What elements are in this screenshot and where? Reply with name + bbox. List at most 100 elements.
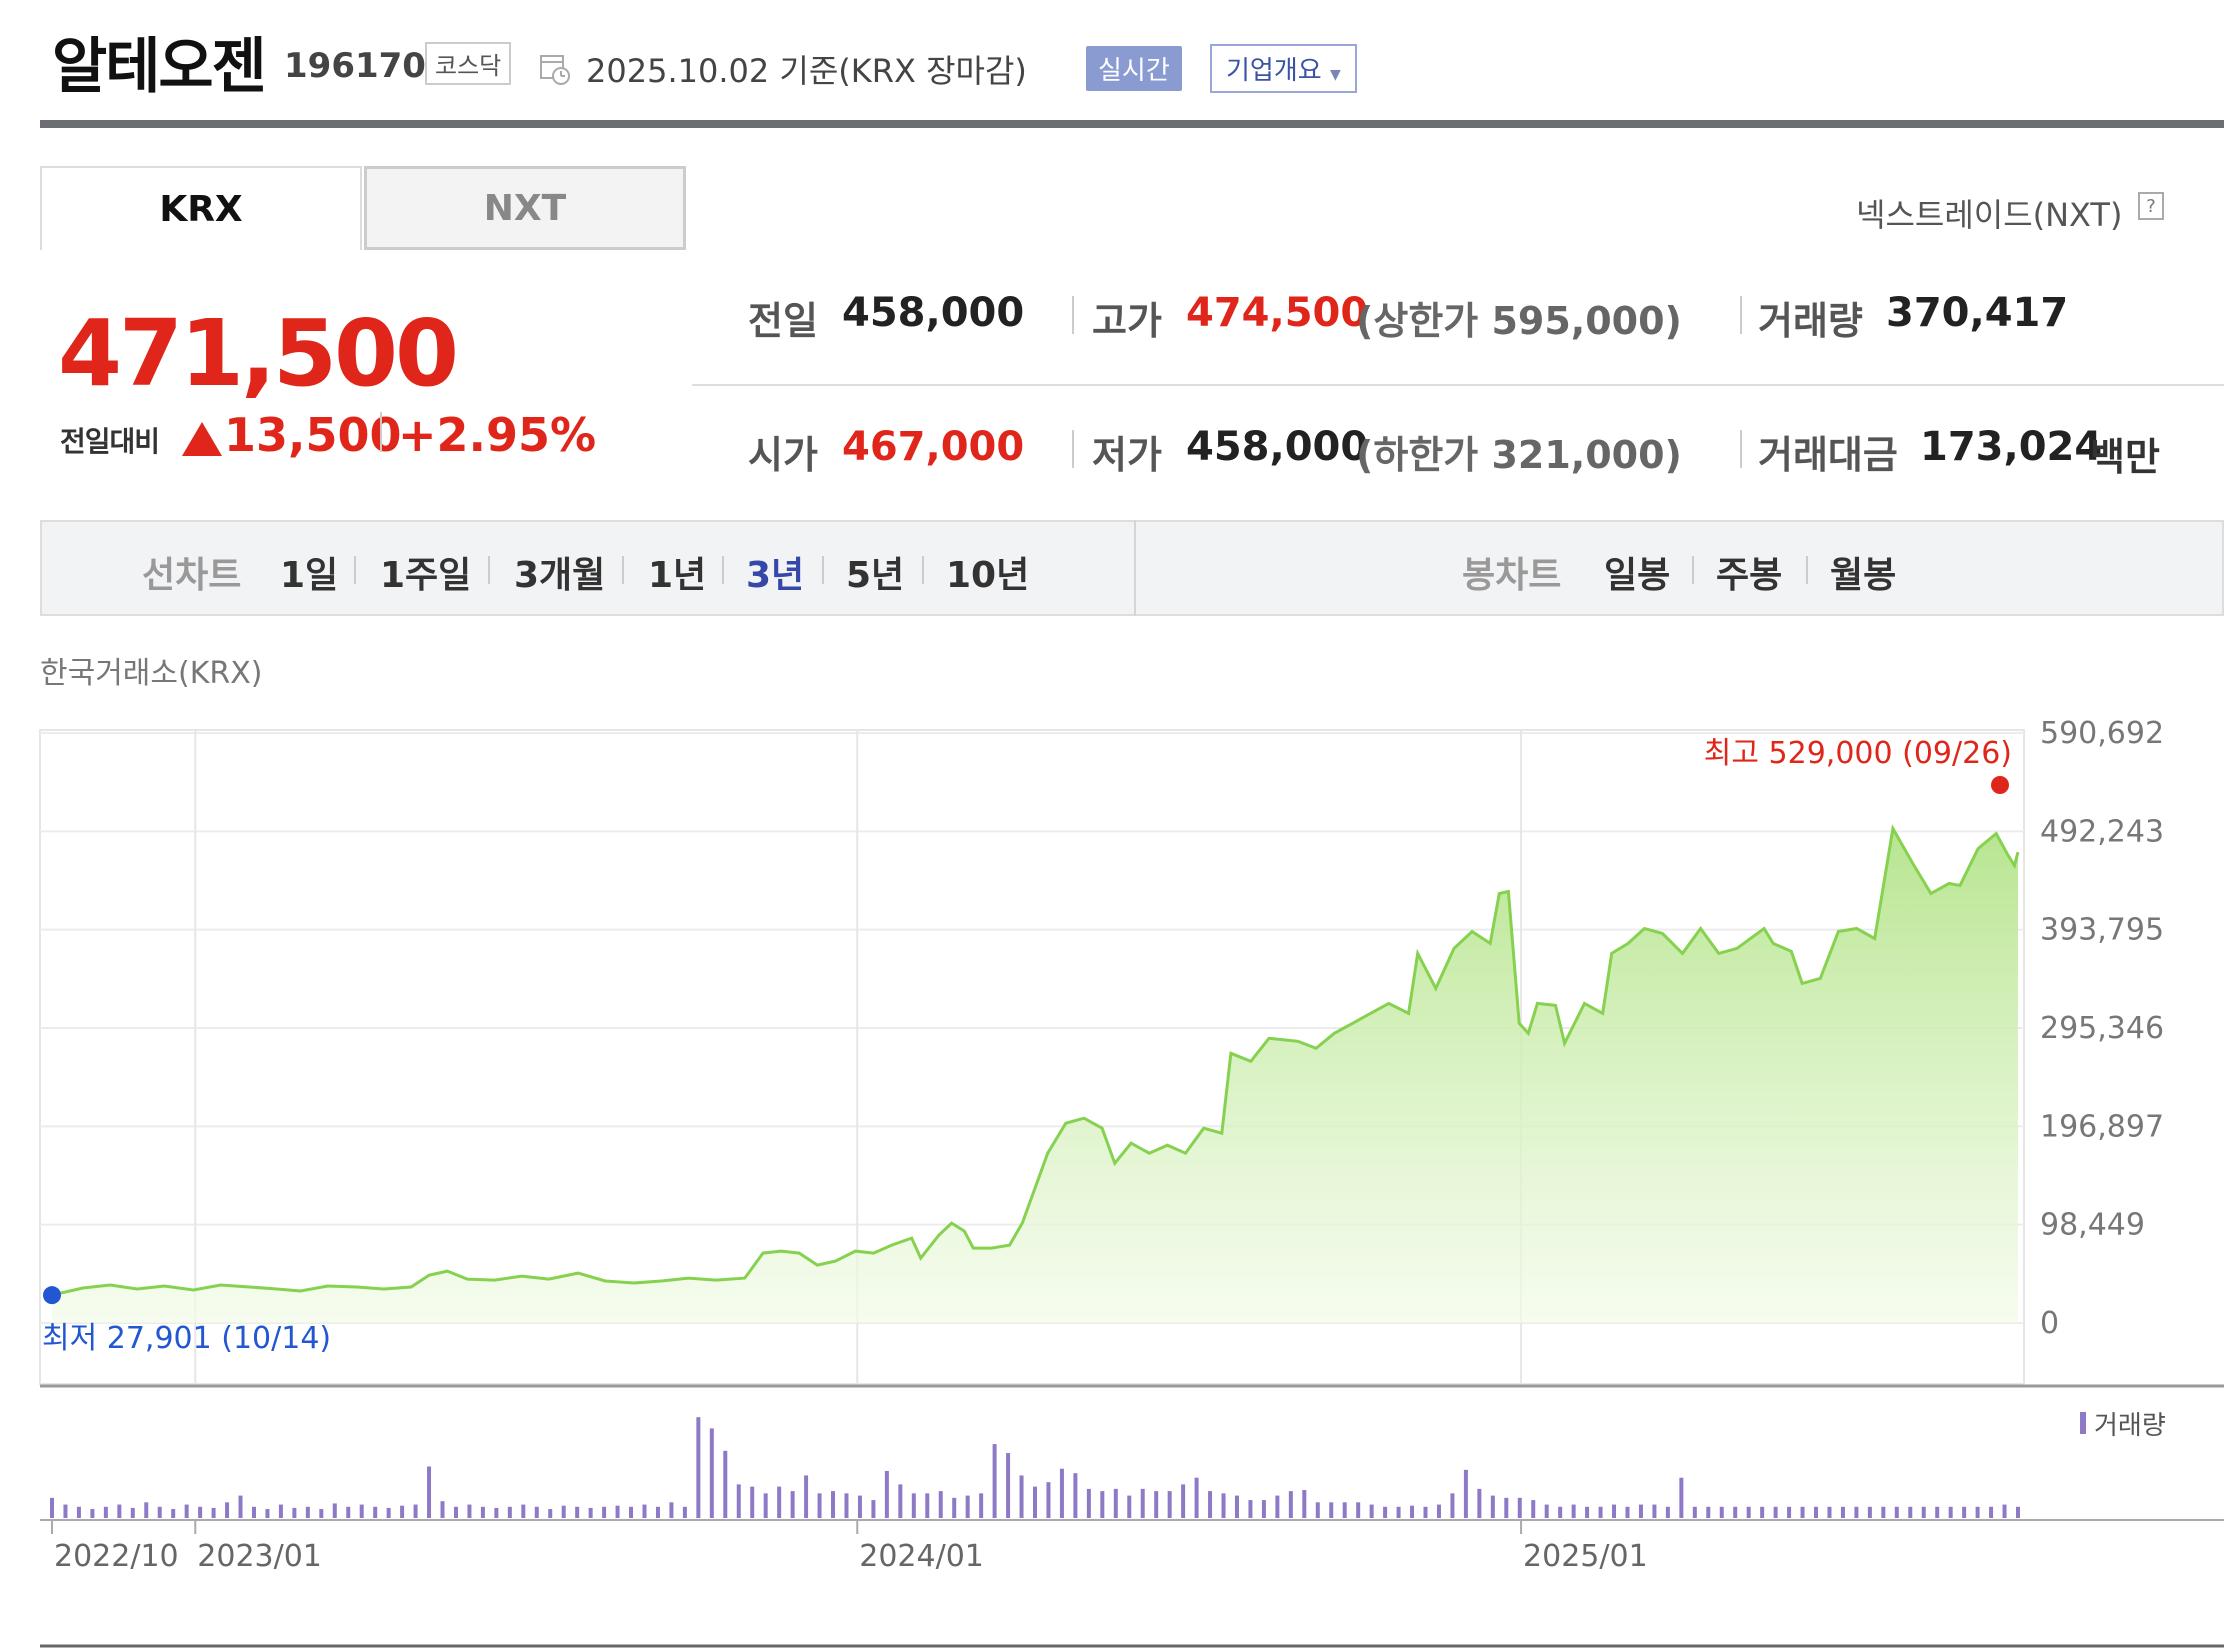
volume-bar [373,1506,378,1518]
volume-bar [1167,1491,1172,1518]
low-value: 458,000 [1186,424,1369,470]
volume-bar [1612,1504,1617,1518]
period-separator [1806,556,1808,584]
candle-daily[interactable]: 일봉 [1604,555,1671,596]
volume-value: 370,417 [1886,290,2069,336]
company-overview-dropdown[interactable]: 기업개요 ▼ [1210,44,1357,93]
volume-bar [1275,1495,1280,1518]
volume-bar [709,1428,714,1518]
volume-bar [251,1506,256,1518]
volume-bar [1315,1502,1320,1518]
period-3m[interactable]: 3개월 [514,555,606,596]
volume-bar [1033,1486,1037,1518]
up-arrow-icon [182,422,222,456]
candle-weekly[interactable]: 주봉 [1716,555,1783,596]
nxt-info-link[interactable]: 넥스트레이드(NXT) [1856,196,2123,234]
open-label: 시가 [748,433,818,477]
volume-bar [386,1507,391,1518]
y-tick-label: 98,449 [2040,1208,2145,1243]
period-separator [922,556,924,584]
volume-bar [965,1495,970,1518]
period-separator [722,556,724,584]
header-divider [40,120,2224,128]
volume-bar [453,1506,458,1518]
volume-bar [400,1505,405,1518]
volume-bar [925,1493,930,1518]
volume-bar [211,1507,216,1518]
volume-bar [1504,1497,1509,1518]
amount-value: 173,024 [1920,424,2103,470]
volume-bar [1733,1506,1738,1518]
volume-bar [1665,1506,1670,1518]
realtime-button[interactable]: 실시간 [1086,46,1182,91]
volume-bar [1558,1506,1563,1518]
volume-bar [346,1506,351,1518]
tab-nxt[interactable]: NXT [364,166,686,250]
line-chart-label: 선차트 [142,555,242,596]
high-value: 474,500 [1186,290,1369,336]
period-1d[interactable]: 1일 [280,555,339,596]
tab-krx[interactable]: KRX [40,166,362,250]
volume-bar [1746,1506,1751,1518]
volume-bar [1369,1504,1374,1518]
volume-bar [278,1504,283,1518]
volume-bar [1787,1506,1792,1518]
volume-bar [588,1507,593,1518]
volume-bar [1975,1506,1980,1518]
volume-bar [1248,1500,1253,1518]
volume-bar [521,1504,526,1518]
volume-bar [723,1450,728,1518]
volume-bar [602,1506,607,1518]
period-1w[interactable]: 1주일 [380,555,472,596]
volume-bar [157,1506,162,1518]
period-3y[interactable]: 3년 [746,555,805,596]
volume-bar [238,1495,243,1518]
period-10y[interactable]: 10년 [946,555,1030,596]
volume-bar [884,1470,889,1518]
volume-bar [103,1506,108,1518]
y-tick-label: 0 [2040,1306,2059,1341]
stat-separator [1072,296,1074,334]
volume-bar [1288,1491,1293,1518]
volume-bar [1100,1491,1105,1518]
volume-bar [804,1475,809,1518]
stat-separator [1740,296,1742,334]
stat-separator [1740,430,1742,468]
volume-bar [1450,1493,1455,1518]
stat-separator [1072,430,1074,468]
volume-bar [1140,1488,1145,1518]
volume-bar [413,1504,418,1518]
x-tick-label: 2025/01 [1523,1539,1648,1574]
volume-bar [305,1506,310,1518]
volume-bar [480,1506,485,1518]
volume-bar [992,1444,997,1518]
period-1y[interactable]: 1년 [648,555,707,596]
change-separator [380,412,382,452]
volume-bar [63,1504,68,1518]
volume-bar [682,1506,687,1518]
volume-bar [1625,1506,1630,1518]
volume-bar [2016,1506,2020,1518]
upper-limit: (상한가 595,000) [1356,299,1682,343]
volume-bar [1692,1506,1697,1518]
volume-bar [817,1493,822,1518]
stats-divider [692,384,2224,386]
help-icon[interactable]: ? [2138,192,2164,220]
volume-bar [198,1506,203,1518]
volume-bar [1800,1506,1805,1518]
volume-bar [1208,1491,1213,1518]
volume-bar [1881,1506,1886,1518]
volume-bar [1329,1502,1334,1518]
volume-bar [548,1509,553,1518]
volume-bar [1679,1477,1684,1518]
volume-bar [1019,1475,1024,1518]
change-value: 13,500 [224,408,402,462]
period-5y[interactable]: 5년 [846,555,905,596]
exchange-label: 한국거래소(KRX) [40,656,263,691]
y-tick-label: 590,692 [2040,716,2164,751]
volume-bar [1531,1500,1536,1518]
stock-name: 알테오젠 [52,32,267,102]
volume-bar [1544,1504,1549,1518]
candle-monthly[interactable]: 월봉 [1830,555,1897,596]
